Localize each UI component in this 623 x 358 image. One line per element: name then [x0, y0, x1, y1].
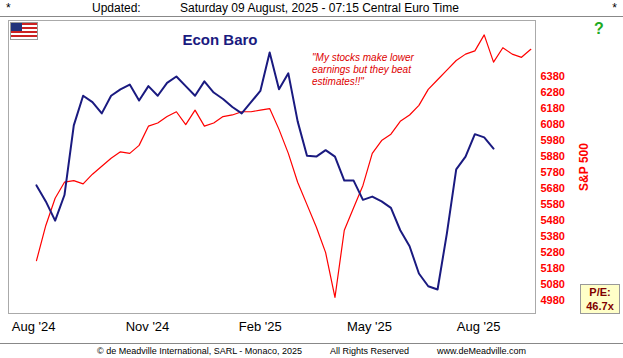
svg-text:4980: 4980	[541, 294, 565, 306]
svg-text:May '25: May '25	[347, 319, 392, 334]
svg-text:5480: 5480	[541, 214, 565, 226]
svg-text:5080: 5080	[541, 278, 565, 290]
svg-text:6080: 6080	[541, 118, 565, 130]
svg-text:5780: 5780	[541, 166, 565, 178]
html-text:46.7x: 46.7x	[586, 300, 614, 312]
svg-text:Aug '25: Aug '25	[457, 319, 501, 334]
svg-text:S&P 500: S&P 500	[577, 143, 591, 191]
svg-text:5180: 5180	[541, 262, 565, 274]
html-text:"My stocks make lower earnings: "My stocks make lower earnings but they …	[312, 52, 414, 87]
svg-text:5280: 5280	[541, 246, 565, 258]
html-text:Econ Baro: Econ Baro	[182, 31, 258, 48]
html-text:All Rights Reserved: All Rights Reserved	[329, 346, 409, 356]
svg-text:5980: 5980	[541, 134, 565, 146]
svg-text:6380: 6380	[541, 70, 565, 82]
svg-text:5680: 5680	[541, 182, 565, 194]
svg-text:6280: 6280	[541, 86, 565, 98]
svg-text:5580: 5580	[541, 198, 565, 210]
svg-text:6180: 6180	[541, 102, 565, 114]
html-text:www.deMeadville.com: www.deMeadville.com	[437, 346, 526, 356]
html-text:P/E:: P/E:	[589, 286, 611, 298]
svg-text:5880: 5880	[541, 150, 565, 162]
svg-text:Aug '24: Aug '24	[12, 319, 56, 334]
svg-text:Nov '24: Nov '24	[126, 319, 170, 334]
html-text:Updated:: Updated:	[92, 1, 141, 15]
html-text:© de Meadville International,: © de Meadville International, SARL - Mon…	[97, 346, 302, 356]
svg-text:Feb '25: Feb '25	[239, 319, 282, 334]
svg-text:5380: 5380	[541, 230, 565, 242]
html-text:Saturday 09 August, 2025 - 07:: Saturday 09 August, 2025 - 07:15 Central…	[180, 1, 459, 15]
